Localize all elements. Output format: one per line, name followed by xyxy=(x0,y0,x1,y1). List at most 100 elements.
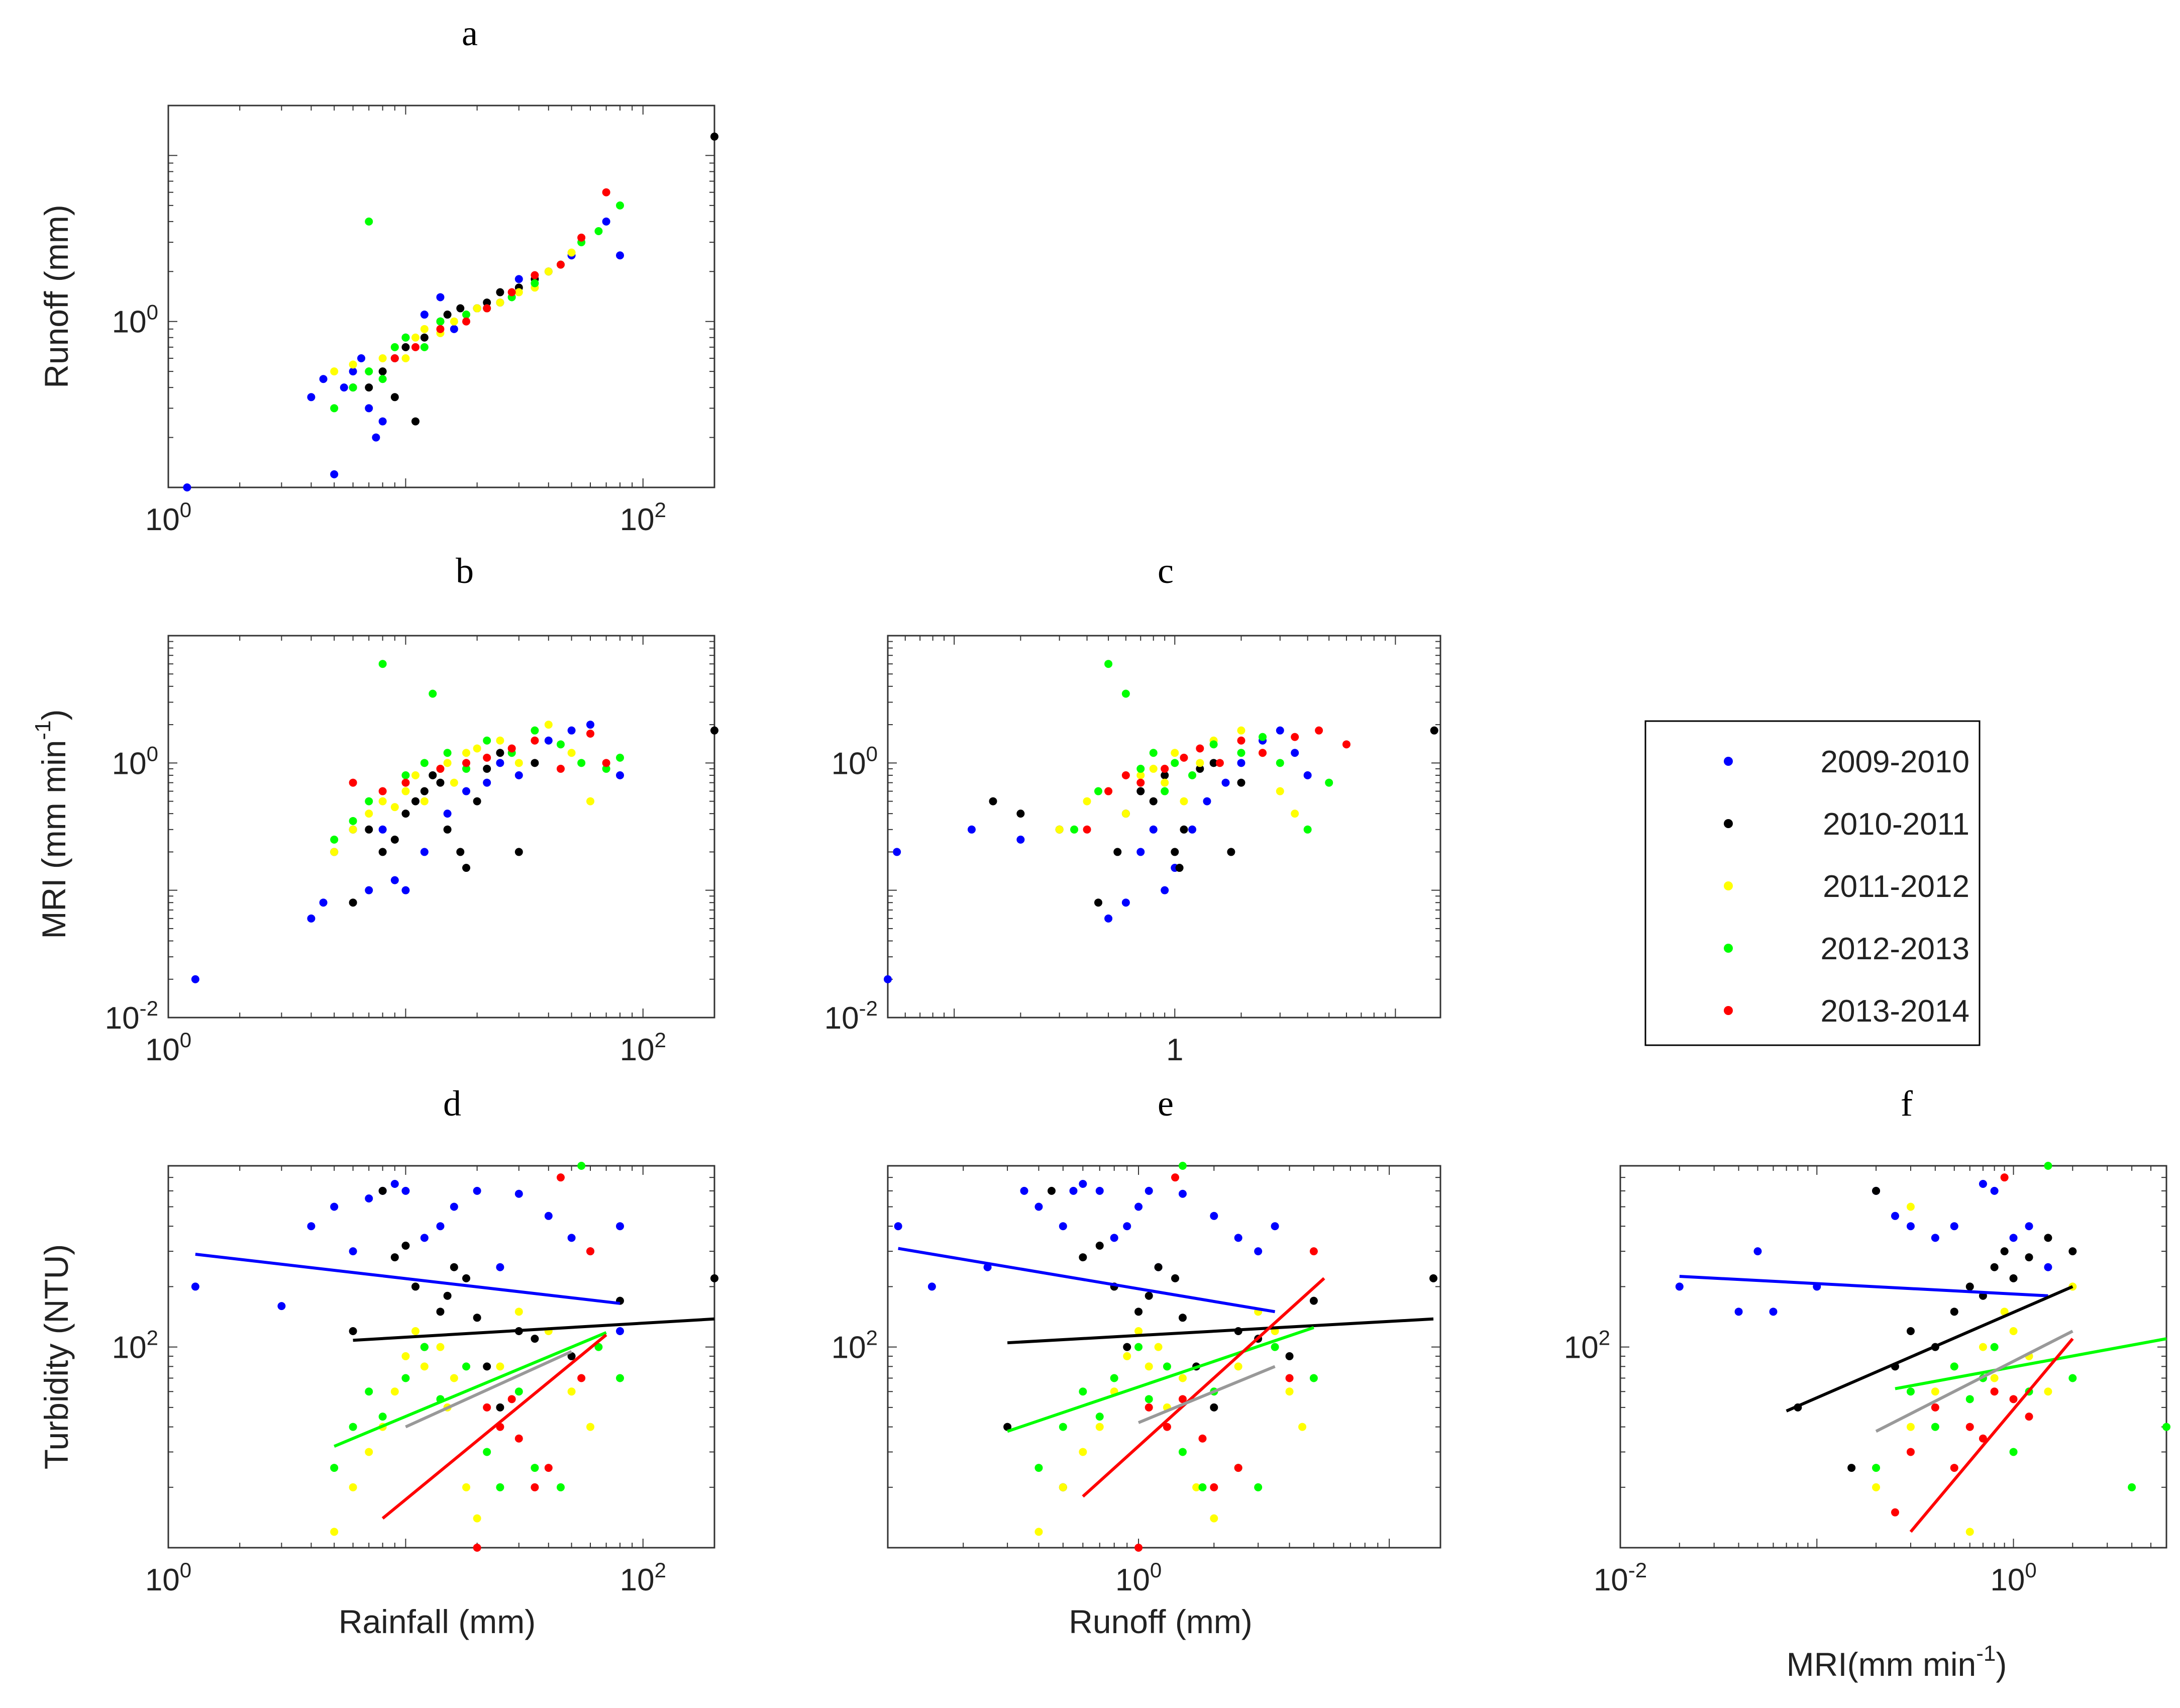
data-point xyxy=(443,311,452,319)
data-point xyxy=(1872,1464,1881,1472)
data-point xyxy=(577,759,586,767)
data-point xyxy=(567,1352,576,1360)
data-point xyxy=(1237,749,1245,757)
data-point xyxy=(357,354,366,362)
data-point xyxy=(1121,771,1130,779)
data-point xyxy=(443,1291,452,1300)
x-tick-label: 102 xyxy=(620,1558,666,1597)
data-point xyxy=(1430,726,1438,735)
data-point xyxy=(2000,1247,2009,1256)
data-point xyxy=(330,1202,339,1211)
panel-f-xlabel: MRI(mm min-1) xyxy=(1787,1641,2007,1683)
data-point xyxy=(514,848,523,856)
data-point xyxy=(1161,764,1169,773)
fit-line xyxy=(405,1350,572,1429)
data-point xyxy=(319,375,328,383)
data-point xyxy=(616,753,625,762)
panel-f: f 10-2 100 102 MRI(mm min-1) xyxy=(1564,1083,2170,1683)
data-point xyxy=(1070,825,1079,834)
data-point xyxy=(1276,759,1284,767)
data-point xyxy=(1979,1180,1987,1188)
data-point xyxy=(277,1302,286,1311)
data-point xyxy=(450,317,458,326)
data-point xyxy=(1906,1202,1915,1211)
data-point xyxy=(884,975,892,983)
data-point xyxy=(473,1514,481,1523)
data-point xyxy=(401,886,410,894)
data-point xyxy=(710,132,718,141)
data-point xyxy=(473,1314,481,1322)
data-point xyxy=(1145,1186,1153,1195)
data-point xyxy=(1990,1387,1999,1396)
data-point xyxy=(462,764,470,773)
data-point xyxy=(1990,1186,1999,1195)
data-point xyxy=(420,343,429,351)
data-point xyxy=(390,835,399,844)
data-point xyxy=(1965,1395,1974,1403)
data-point xyxy=(1034,1528,1043,1536)
data-point xyxy=(1134,1308,1143,1316)
y-tick-label: 102 xyxy=(1564,1326,1610,1365)
data-point xyxy=(1906,1387,1915,1396)
data-point xyxy=(567,749,576,757)
panel-d-frame xyxy=(167,1165,715,1549)
data-point xyxy=(365,1387,373,1396)
data-point xyxy=(531,1335,539,1343)
data-point xyxy=(586,721,594,729)
data-point xyxy=(191,1282,199,1291)
data-point xyxy=(1136,848,1145,856)
data-point xyxy=(483,764,491,773)
data-point xyxy=(531,279,539,287)
fit-line xyxy=(898,1247,1276,1314)
x-tick-label: 100 xyxy=(145,1028,191,1067)
data-point xyxy=(1188,771,1197,779)
data-point xyxy=(1016,810,1025,818)
data-point xyxy=(531,726,539,735)
data-point xyxy=(894,1222,902,1231)
panel-d-plot: 100 102 102 xyxy=(112,1162,718,1597)
data-point xyxy=(1675,1282,1684,1291)
data-point xyxy=(2025,1413,2033,1421)
data-point xyxy=(349,898,357,907)
data-point xyxy=(496,759,504,767)
data-point xyxy=(1990,1374,1999,1382)
data-point xyxy=(436,1222,445,1231)
data-point xyxy=(456,848,465,856)
fit-line xyxy=(381,1334,607,1520)
data-point xyxy=(1906,1222,1915,1231)
y-tick-label: 100 xyxy=(112,742,158,781)
data-point xyxy=(2025,1253,2033,1262)
data-point xyxy=(1163,1362,1171,1371)
data-point xyxy=(1227,848,1235,856)
data-point xyxy=(349,817,357,825)
data-point xyxy=(2128,1483,2136,1491)
data-point xyxy=(602,188,610,196)
data-point xyxy=(594,1343,603,1351)
data-point xyxy=(1285,1387,1294,1396)
data-point xyxy=(456,304,465,313)
data-point xyxy=(2009,1395,2018,1403)
data-point xyxy=(1020,1186,1028,1195)
data-point xyxy=(436,293,445,302)
data-point xyxy=(1094,787,1103,795)
data-point xyxy=(531,759,539,767)
data-point xyxy=(390,1180,399,1188)
data-point xyxy=(401,810,410,818)
fit-line xyxy=(1786,1285,2073,1413)
data-point xyxy=(1906,1423,1915,1431)
data-point xyxy=(1931,1403,1939,1412)
data-point xyxy=(1034,1464,1043,1472)
fit-line xyxy=(1007,1326,1314,1433)
panel-e: e 100 102 Runoff (mm) xyxy=(832,1083,1441,1640)
legend: 2009-2010 2010-2011 2011-2012 2012-2013 2013… xyxy=(1644,720,1981,1046)
data-point xyxy=(1145,1395,1153,1403)
x-tick-label: 100 xyxy=(1115,1558,1162,1597)
data-point xyxy=(616,251,625,260)
data-point xyxy=(1303,771,1312,779)
panel-e-xlabel: Runoff (mm) xyxy=(1069,1603,1253,1640)
data-point xyxy=(1079,1387,1087,1396)
data-point xyxy=(1171,749,1179,757)
data-point xyxy=(989,797,997,806)
data-point xyxy=(365,1194,373,1202)
